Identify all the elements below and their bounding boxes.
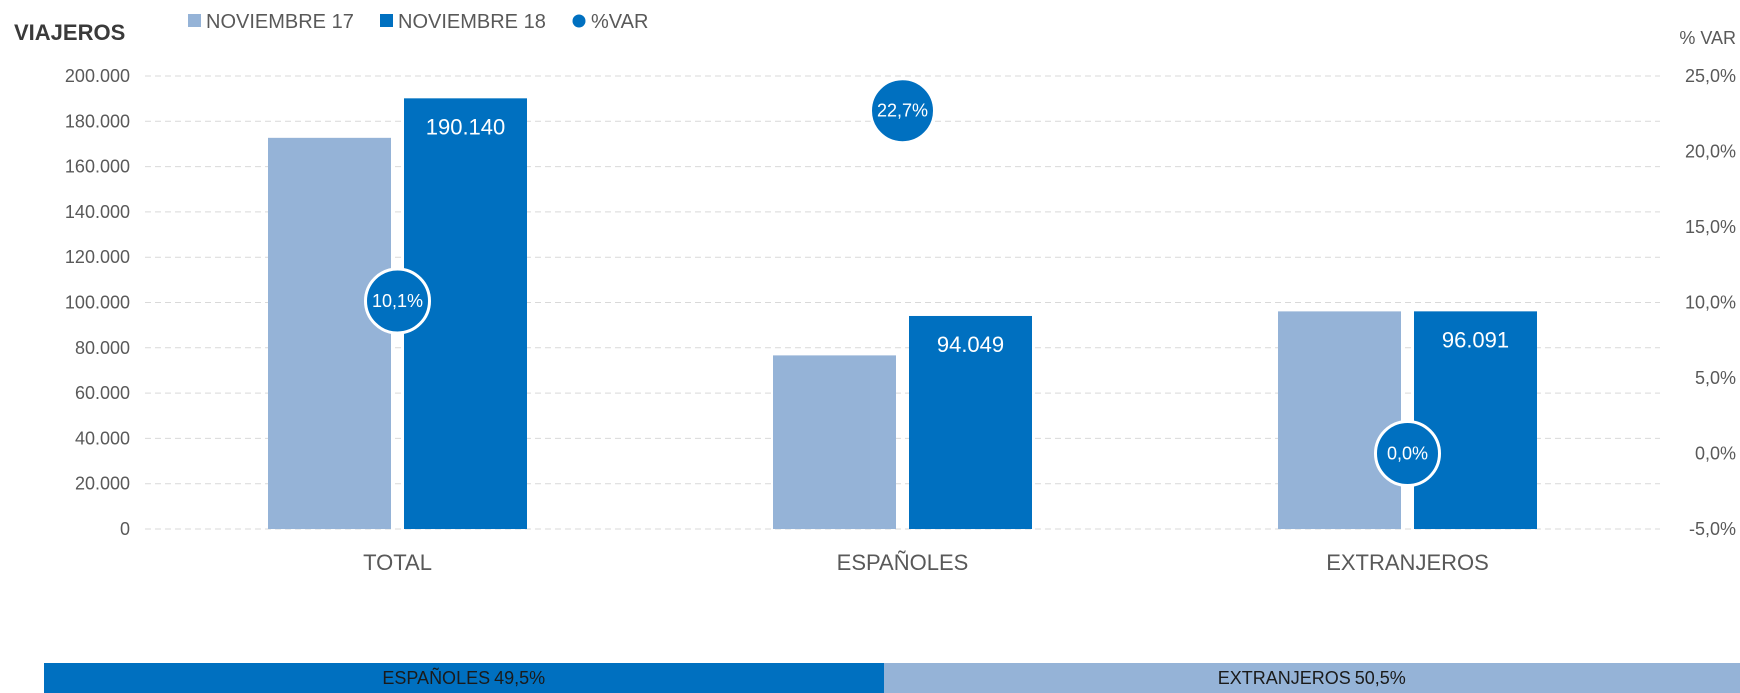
y2-tick-label: 10,0% bbox=[1685, 293, 1736, 313]
var-marker-extranjeros bbox=[1374, 420, 1441, 487]
share-value-extranjeros: 50,5% bbox=[1354, 667, 1406, 688]
y2-tick-label: 5,0% bbox=[1695, 368, 1736, 388]
bar-chart: VIAJEROS % VAR NOVIEMBRE 17 NOVIEMBRE 18… bbox=[14, 11, 1736, 575]
bar-nov17-total bbox=[268, 137, 391, 529]
y-axis-title: VIAJEROS bbox=[14, 20, 125, 45]
bar-value-label-total: 190.140 bbox=[426, 114, 506, 139]
bar-nov17-espanoles bbox=[773, 355, 896, 529]
bar-nov18-extranjeros bbox=[1414, 311, 1537, 529]
legend-label-var: %VAR bbox=[591, 11, 648, 33]
y-tick-label: 80.000 bbox=[75, 338, 130, 358]
category-label-espanoles: ESPAÑOLES bbox=[837, 550, 969, 575]
var-label-extranjeros: 0,0% bbox=[1387, 444, 1428, 464]
bar-value-label-espanoles: 94.049 bbox=[937, 332, 1004, 357]
var-marker-espanoles bbox=[869, 77, 936, 145]
y2-tick-label: 15,0% bbox=[1685, 217, 1736, 237]
y-tick-label: 60.000 bbox=[75, 383, 130, 403]
y-axis-ticks: 0 20.000 40.000 60.000 80.000 100.000 120.000 1… bbox=[65, 66, 130, 539]
var-label-total: 10,1% bbox=[372, 291, 423, 311]
share-label-espanoles: ESPAÑOLES bbox=[382, 667, 491, 688]
legend-label-nov18: NOVIEMBRE 18 bbox=[398, 11, 546, 33]
y2-tick-label: 0,0% bbox=[1695, 444, 1736, 464]
y2-axis-title: % VAR bbox=[1679, 28, 1736, 48]
y-tick-label: 100.000 bbox=[65, 293, 130, 313]
bars: 190.140 94.049 96.091 bbox=[268, 98, 1537, 530]
y-tick-label: 120.000 bbox=[65, 247, 130, 267]
y-tick-label: 140.000 bbox=[65, 202, 130, 222]
y2-axis-ticks: -5,0% 0,0% 5,0% 10,0% 15,0% 20,0% 25,0% bbox=[1685, 66, 1736, 539]
category-labels: TOTAL ESPAÑOLES EXTRANJEROS bbox=[363, 550, 1489, 575]
bar-nov18-espanoles bbox=[909, 315, 1032, 529]
category-label-extranjeros: EXTRANJEROS bbox=[1326, 550, 1489, 575]
y-tick-label: 160.000 bbox=[65, 157, 130, 177]
y-tick-label: 200.000 bbox=[65, 66, 130, 86]
legend: NOVIEMBRE 17 NOVIEMBRE 18 %VAR bbox=[188, 11, 648, 33]
legend-swatch-nov17 bbox=[188, 14, 201, 27]
legend-swatch-nov18 bbox=[380, 14, 393, 27]
share-bar: ESPAÑOLES 49,5% EXTRANJEROS 50,5% bbox=[44, 663, 1740, 693]
y-tick-label: 0 bbox=[120, 519, 130, 539]
bar-nov17-extranjeros bbox=[1278, 311, 1401, 529]
share-segment-extranjeros: EXTRANJEROS 50,5% bbox=[883, 663, 1740, 693]
legend-label-nov17: NOVIEMBRE 17 bbox=[206, 11, 354, 33]
share-label-extranjeros: EXTRANJEROS bbox=[1217, 667, 1351, 688]
y2-tick-label: -5,0% bbox=[1689, 519, 1736, 539]
y-tick-label: 40.000 bbox=[75, 428, 130, 448]
bar-value-label-extranjeros: 96.091 bbox=[1442, 327, 1509, 352]
legend-swatch-var bbox=[572, 14, 586, 28]
y-tick-label: 180.000 bbox=[65, 111, 130, 131]
y2-tick-label: 20,0% bbox=[1685, 142, 1736, 162]
y2-tick-label: 25,0% bbox=[1685, 66, 1736, 86]
category-label-total: TOTAL bbox=[363, 550, 432, 575]
share-segment-espanoles: ESPAÑOLES 49,5% bbox=[44, 663, 884, 693]
var-markers: 10,1% 22,7% 0,0% bbox=[364, 77, 1441, 487]
var-label-espanoles: 22,7% bbox=[877, 101, 928, 121]
y-tick-label: 20.000 bbox=[75, 474, 130, 494]
share-value-espanoles: 49,5% bbox=[494, 667, 546, 688]
var-marker-total bbox=[364, 267, 431, 335]
